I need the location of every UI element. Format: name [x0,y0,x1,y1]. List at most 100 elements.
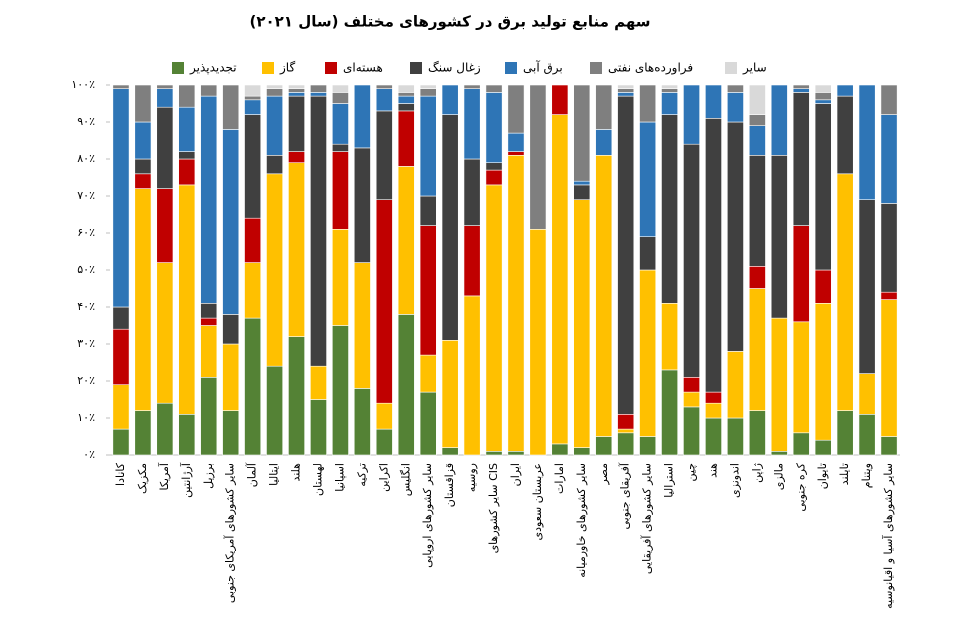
x-tick-label: اندونزی [728,463,741,498]
bar-segment [770,155,788,319]
bar-segment [573,199,591,448]
bar-segment [485,84,503,93]
bar-segment [266,95,284,156]
bar-segment [288,336,305,456]
y-tick-label: ۸۰٪ [77,152,95,165]
bar-segment [178,413,196,456]
bar-segment [705,417,722,456]
bar-segment [397,95,415,104]
bar-segment [661,88,679,93]
bar-segment [595,84,613,130]
bar-segment [331,103,349,145]
bar-segment [353,388,371,456]
bar-segment [792,92,810,226]
bar-segment [244,99,262,115]
bar-segment [375,428,393,456]
bar-segment [419,195,437,226]
x-tick-label: امارات [553,463,566,494]
y-tick-label: ۱۰٪ [77,411,95,424]
bar-segment [529,84,547,230]
bar-segment [683,391,700,408]
bar-segment [836,84,854,97]
bar-segment [331,84,349,93]
bar-segment [266,365,284,456]
y-tick-label: ۹۰٪ [77,115,95,128]
bar-segment [134,188,152,411]
bar-segment [178,151,196,160]
bar-segment [266,84,284,89]
bar-segment [836,95,854,175]
bar-segment [485,162,503,171]
bar-segment [419,88,437,97]
x-tick-label: مالزی [772,463,785,490]
bar-segment [880,84,898,115]
bar-segment [331,151,349,230]
bar-segment [880,114,898,204]
x-tick-label: کانادا [114,462,127,486]
bar-segment [617,413,635,430]
bar-segment [836,173,854,411]
bar-segment [726,92,744,123]
bar-segment [683,143,700,378]
bar-segment [178,84,196,108]
bar-segment [814,84,832,93]
bar-segment [595,129,613,156]
bar-segment [617,92,635,97]
bar-segment [748,84,766,115]
bar-segment [463,295,481,456]
bar-segment [222,314,240,345]
bar-segment [814,92,832,101]
bar-segment [397,166,415,315]
x-tick-label: آرژانتین [179,462,193,498]
bar-segment [748,410,766,456]
bar-segment [792,225,810,323]
x-tick-label: سایر کشورهای آسیا و اقیانوسیه [881,463,895,609]
bar-segment [880,203,898,293]
legend-label: برق آبی [523,60,563,76]
x-tick-label: انگلیس [399,463,412,496]
bar-segment [463,88,481,160]
bar-segment [485,450,503,456]
bar-segment [683,84,700,145]
bar-segment [375,199,393,404]
bar-segment [748,114,766,126]
bar-segment [112,328,130,386]
bar-segment [419,225,437,356]
x-tick-label: سایر کشورهای اروپایی [421,463,434,568]
bar-segment [748,155,766,267]
bar-segment [222,84,240,130]
bar-segment [573,184,591,200]
bar-segment [441,114,459,341]
bar-segment [441,447,459,456]
bar-segment [639,269,657,437]
bar-segment [792,321,810,434]
x-tick-label: ژاپن [750,463,763,483]
bar-segment [748,125,766,156]
legend-label: سایر [742,61,767,76]
y-tick-label: ۰٪ [83,448,95,461]
bar-segment [617,428,635,434]
x-tick-label: عربستان سعودی [531,463,544,540]
bar-segment [156,88,174,108]
y-tick-label: ۳۰٪ [77,337,95,350]
bar-segment [485,169,503,186]
x-tick-label: هند [706,463,719,478]
bar-segment [639,436,657,456]
bar-segment [661,84,679,89]
bar-segment [134,84,152,123]
y-tick-label: ۵۰٪ [77,263,95,276]
bar-segment [112,428,130,456]
bar-segment [222,410,240,456]
bar-segment [463,158,481,226]
bar-segment [419,354,437,393]
bar-segment [244,114,262,219]
bar-segment [683,406,700,456]
bar-segment [310,95,327,367]
bar-segment [529,229,547,456]
x-tick-label: هلند [290,463,303,482]
legend-swatch [172,62,184,74]
bar-segment [617,88,635,93]
bar-segment [178,158,196,186]
bar-segment [200,95,218,304]
bar-segment [244,262,262,319]
